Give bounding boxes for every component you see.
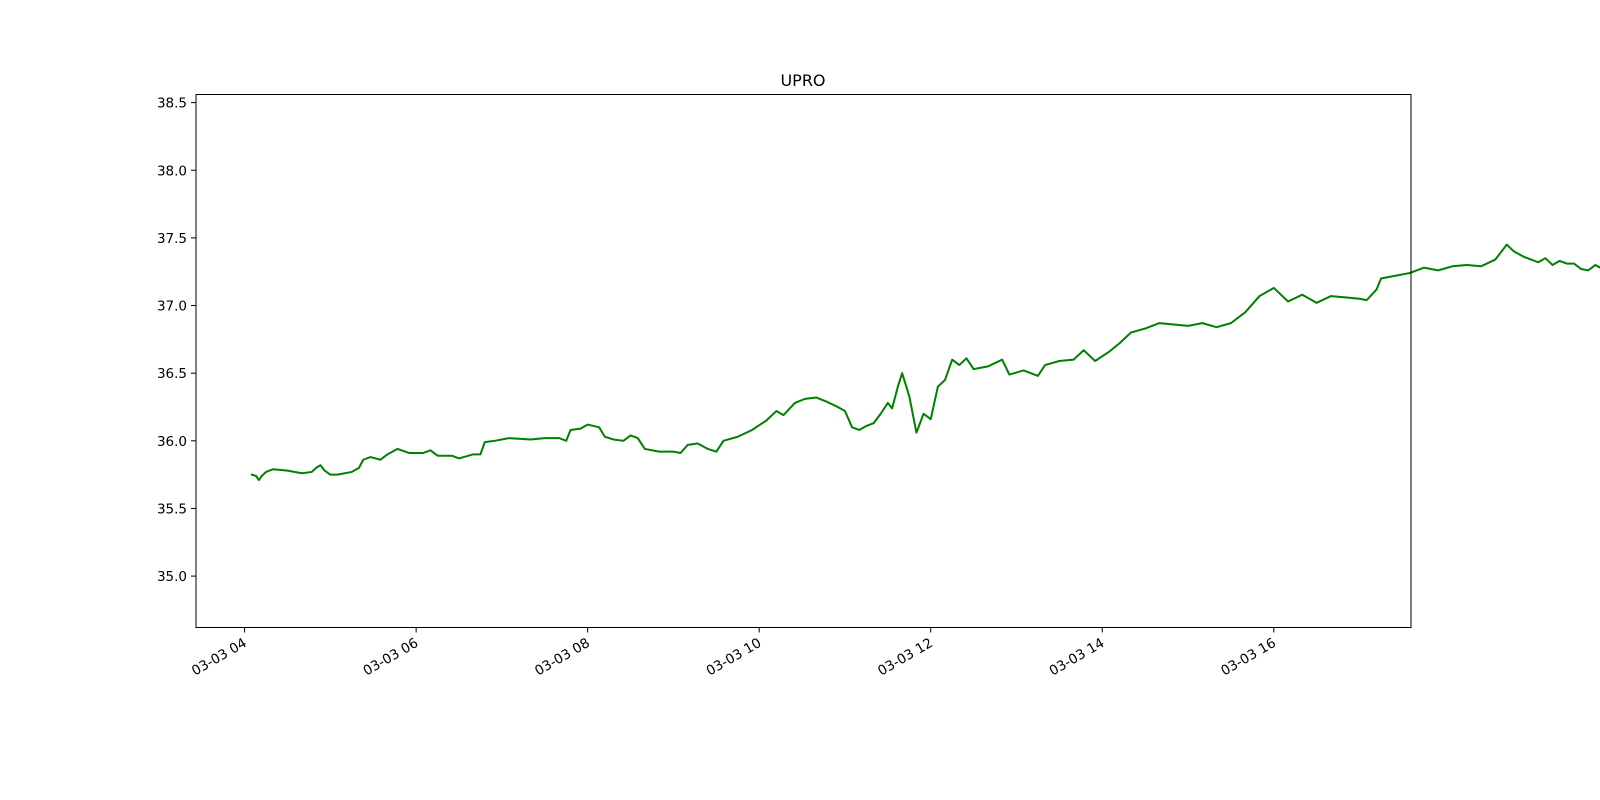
y-tick-label: 35.5 bbox=[157, 501, 187, 517]
y-tick-label: 38.0 bbox=[157, 163, 187, 179]
y-tick-label: 36.5 bbox=[157, 366, 187, 382]
y-tick-label: 37.0 bbox=[157, 299, 187, 315]
plot-area-frame bbox=[195, 94, 1412, 628]
y-axis: 35.0 35.5 36.0 36.5 37.0 37.5 38.0 38.5 bbox=[157, 96, 196, 585]
plot-content bbox=[250, 243, 1600, 482]
y-tick-label: 38.5 bbox=[157, 96, 187, 112]
series-line-0 bbox=[250, 243, 1600, 482]
y-tick-label: 37.5 bbox=[157, 231, 187, 247]
y-tick-label: 35.0 bbox=[157, 569, 187, 585]
y-tick-label: 36.0 bbox=[157, 434, 187, 450]
chart-title: UPRO bbox=[780, 71, 825, 90]
